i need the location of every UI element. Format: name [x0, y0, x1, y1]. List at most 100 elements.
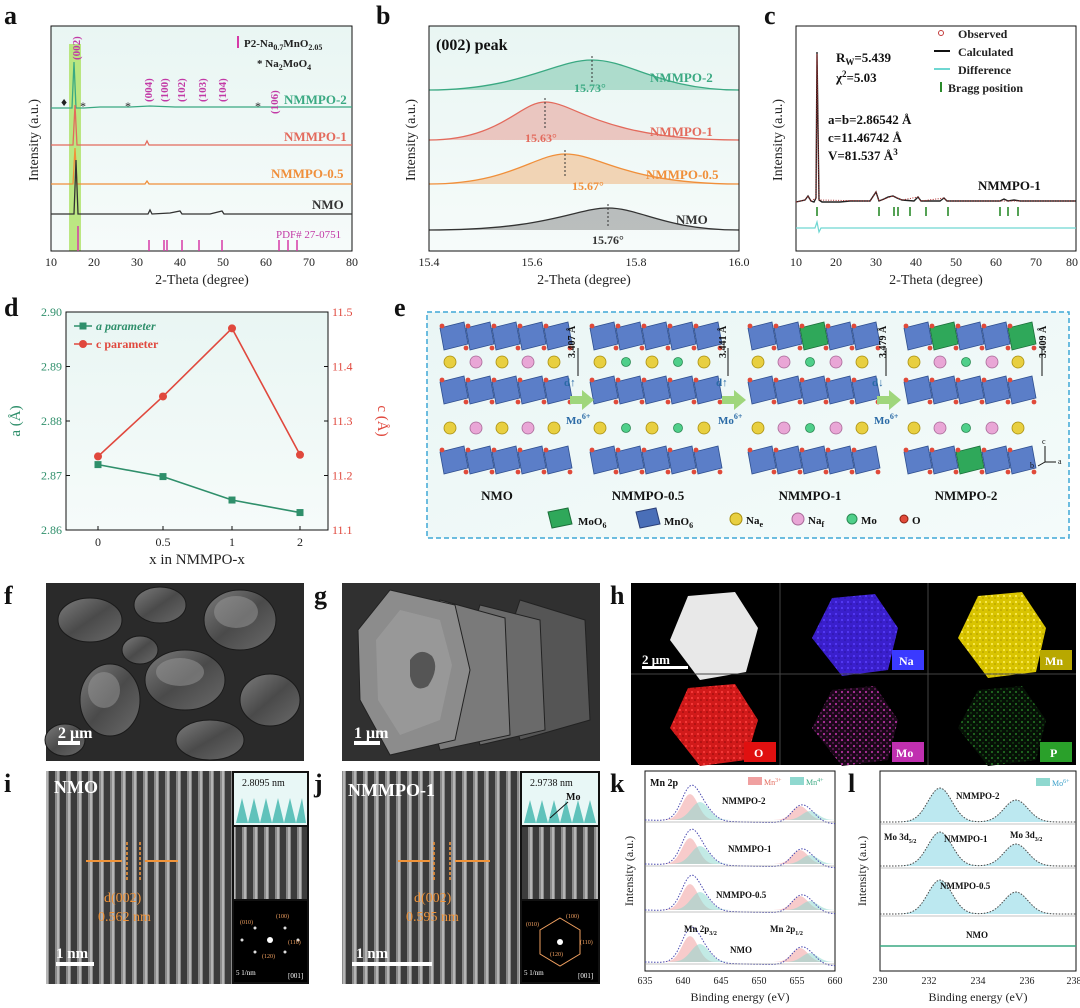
k-sample-nmmpo-1: NMMPO-1: [728, 844, 772, 854]
xrd-curve-nmmpo-2: [51, 61, 352, 109]
c-lattice-ab: a=b=2.86542 Å: [828, 112, 912, 127]
d-ytick-right: 11.1: [332, 523, 353, 537]
oxygen-atom: [1031, 345, 1037, 351]
d-line-a: [97, 463, 301, 514]
k-corner-label: Mn 2p: [650, 778, 679, 789]
k-legend-mn3: Mn: [764, 778, 775, 787]
k-sample-nmo: NMO: [730, 945, 752, 955]
svg-text:Naf: Naf: [808, 515, 824, 529]
oxygen-atom: [1005, 469, 1011, 475]
b-peak-nmo: 15.76°: [592, 233, 624, 247]
h-label-mo: Mo: [896, 746, 913, 760]
oxygen-atom: [981, 323, 987, 329]
na-atom: [697, 421, 711, 435]
oxygen-atom: [1005, 345, 1011, 351]
oxygen-atom: [691, 399, 697, 405]
oxygen-atom: [955, 323, 961, 329]
oxygen-atom: [615, 323, 621, 329]
oxygen-atom: [797, 399, 803, 405]
oxygen-atom: [955, 447, 961, 453]
na-atom: [495, 355, 509, 369]
svg-text:10: 10: [45, 255, 57, 269]
d-point-a-0: [94, 461, 102, 469]
oxygen-atom: [799, 447, 805, 453]
mno6-octahedron: [825, 445, 855, 475]
panel-j-hrtem: NMMPO-1 d(002) 0.595 nm 1 nm 2.9738 nm M…: [342, 771, 600, 984]
e-legend-nae: Na: [746, 515, 760, 527]
mno6-octahedron: [773, 375, 803, 405]
d-point-a-1: [159, 473, 167, 481]
oxygen-atom: [771, 399, 777, 405]
mno6-octahedron: [667, 321, 697, 351]
oxygen-atom: [465, 323, 471, 329]
oxygen-atom: [1007, 377, 1013, 383]
mo-atom: [621, 357, 631, 367]
e-d-arrow-2: d↑: [716, 377, 728, 389]
mno6-octahedron: [543, 321, 573, 351]
d-ytick-right: 11.4: [332, 360, 353, 374]
na-atom: [443, 355, 457, 369]
svg-text:232: 232: [922, 976, 937, 987]
oxygen-atom: [541, 345, 547, 351]
mno6-octahedron: [589, 375, 619, 405]
oxygen-atom: [641, 377, 647, 383]
k-mn4-fit: [645, 944, 835, 962]
mno6-octahedron: [491, 445, 521, 475]
svg-text:* Na2MoO4: * Na2MoO4: [257, 58, 311, 72]
mno6-octahedron: [693, 445, 723, 475]
panel-label-k: k: [610, 769, 625, 798]
na-atom: [547, 421, 561, 435]
panel-label-d: d: [4, 293, 19, 322]
oxygen-atom: [953, 469, 959, 475]
e-label-nmo: NMO: [481, 488, 513, 503]
series-label-nmmpo-0.5: NMMPO-0.5: [271, 166, 344, 181]
panel-l: Mo6+ NMMPO-2 NMMPO-1 NMMPO-0.5 NMO Mo 3d…: [855, 770, 1080, 1004]
mo-atom: [805, 357, 815, 367]
na-atom: [593, 421, 607, 435]
mno6-octahedron: [799, 445, 829, 475]
d-ytick-left: 2.89: [41, 360, 62, 374]
oxygen-atom: [875, 469, 881, 475]
oxygen-atom: [489, 399, 495, 405]
k-mn4-fit: [645, 846, 835, 864]
svg-text:60: 60: [260, 255, 272, 269]
k-ylabel: Intensity (a.u.): [622, 836, 636, 906]
oxygen-atom: [979, 469, 985, 475]
panel-c-xlabel: 2-Theta (degree): [889, 273, 983, 288]
oxygen-atom: [955, 377, 961, 383]
b-label-nmo: NMO: [676, 212, 708, 227]
svg-text:70: 70: [303, 255, 315, 269]
oxygen-atom: [641, 447, 647, 453]
oxygen-atom: [929, 447, 935, 453]
na-atom: [985, 421, 999, 435]
d-xtick: 0.5: [156, 535, 171, 549]
series-label-nmo: NMO: [312, 197, 344, 212]
c-chi: χ: [835, 70, 843, 85]
svg-text:Mn4+: Mn4+: [806, 778, 824, 787]
mno6-octahedron: [641, 375, 671, 405]
oxygen-atom: [639, 345, 645, 351]
mno6-octahedron: [641, 445, 671, 475]
i-zone-axis: [001]: [288, 972, 303, 980]
na-atom: [829, 355, 843, 369]
svg-text:50: 50: [950, 255, 962, 269]
mno6-octahedron: [903, 445, 933, 475]
na-atom: [933, 355, 947, 369]
oxygen-atom: [799, 323, 805, 329]
svg-text:c: c: [1042, 437, 1046, 446]
mno6-octahedron: [615, 445, 645, 475]
e-legend-naf: Na: [808, 515, 822, 527]
panel-d: 2.86 2.87 2.88 2.89 2.90 11.1 11.2 11.3 11.4 11.…: [8, 305, 390, 568]
d-xlabel: x in NMMPO-x: [149, 552, 245, 568]
b-label-nmmpo-2: NMMPO-2: [650, 70, 713, 85]
oxygen-atom: [589, 377, 595, 383]
mno6-octahedron: [851, 321, 881, 351]
panel-g-sem-image: 1 μm: [342, 583, 600, 761]
d-ylabel-right: c (Å): [374, 405, 390, 436]
panel-b: (002) peak NMMPO-2 NMMPO-1 NMMPO-0.5 NMO…: [404, 25, 750, 288]
k-peak-2p12: Mn 2p: [770, 924, 795, 934]
mno6-octahedron: [465, 375, 495, 405]
panel-b-ylabel: Intensity (a.u.): [404, 99, 419, 181]
e-mo-3: Mo: [874, 415, 890, 427]
oxygen-atom: [463, 399, 469, 405]
